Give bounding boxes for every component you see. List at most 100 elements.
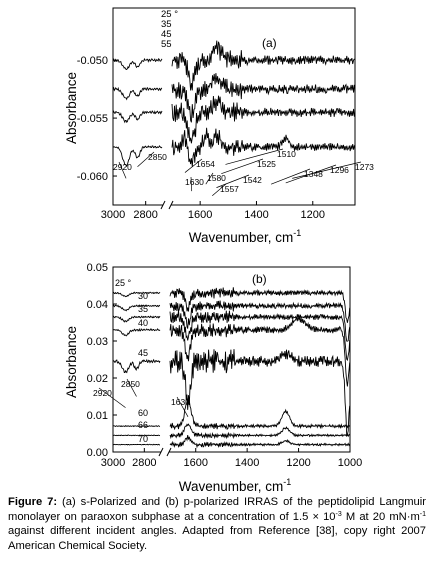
caption-exponent-2: -1 [419,510,427,518]
series-line-left [112,145,163,167]
x-tick-label: 1600 [188,209,212,221]
series-line-left [112,57,163,70]
peak-leader-line [292,161,362,179]
peak-label: 2920 [113,162,132,172]
series-line-left [112,315,161,323]
y-axis-label: Absorbance [64,72,79,144]
plot-frame [112,266,351,453]
series-label: 25 ° [115,278,132,288]
x-axis-label-exponent: -1 [283,477,291,487]
peak-leader-line [98,387,126,408]
x-tick-label: 1400 [244,209,268,221]
y-tick-label: 0.04 [87,299,108,311]
series-label: 45 [161,29,172,40]
peak-label: 1510 [277,149,296,159]
series-line-left [112,327,161,337]
x-tick-label: 1600 [183,457,207,469]
caption-mid: M at 20 mN·m [345,510,420,523]
series-label: 35 [138,304,148,314]
y-tick-label: -0.055 [77,113,108,125]
series-line-left [112,358,161,374]
peak-label: 1557 [220,184,239,194]
x-tick-label: 1000 [338,457,362,469]
peak-leader-line [176,396,189,418]
series-line-right [169,349,351,437]
axis-break-mark [160,200,166,210]
series-label: 60 [138,408,148,418]
y-tick-label: -0.060 [77,171,108,183]
caption-end: against different incident angles. Adapt… [8,525,426,552]
series-line-right [169,310,351,362]
chart-panel-b: 0.00 0.01 0.02 0.03 0.04 0.05 3000 2800 1600 1400… [64,262,362,494]
y-tick-label: 0.03 [87,336,108,348]
peak-label: 2850 [148,152,167,162]
series-line-right [169,435,351,449]
axis-break-mark [158,447,164,457]
series-line-right [169,287,351,323]
caption-exponent-1: -3 [335,510,342,518]
caption-label: Figure 7: [8,496,58,508]
panel-label: (a) [262,36,277,50]
series-line-left [113,434,161,437]
y-tick-label: 0.05 [87,262,108,274]
peak-leader-line [118,161,127,179]
axis-break-gap [163,201,171,209]
peak-leader-line [221,158,264,175]
series-line-right [169,316,351,387]
peak-leader-line [184,158,203,173]
series-label: 45 [138,348,148,358]
axis-break-mark [166,447,172,457]
x-tick-label: 1200 [286,457,310,469]
series-line-left [112,291,161,298]
peak-label: 1654 [196,159,215,169]
peak-label: 1296 [330,165,349,175]
axis-break-mark [168,200,174,210]
panel-label: (b) [252,272,267,286]
plot-frame [112,7,356,206]
axis-break-gap [161,448,169,456]
x-axis-label: Wavenumber, cm-1 [179,477,292,494]
peak-label: 1580 [207,173,226,183]
peak-label: 1630 [171,397,190,407]
peak-label: 1542 [243,175,262,185]
x-axis-label-exponent: -1 [293,228,301,238]
series-line-right [171,40,355,91]
peak-leader-line [205,172,214,185]
y-tick-label: -0.050 [77,55,108,67]
series-line-right [169,398,350,431]
series-label: 25 ° [161,9,178,20]
series-line-left [112,110,163,124]
series-line-right [169,300,351,342]
peak-leader-line [212,183,227,196]
series-label: 55 [161,39,172,50]
series-line-left [112,443,160,446]
peak-label: 2920 [93,388,112,398]
series-label: 35 [161,19,172,30]
peak-label: 2850 [121,379,140,389]
y-tick-label: 0.02 [87,373,108,385]
x-tick-label: 1200 [301,209,325,221]
peak-leader-line [190,176,193,192]
x-tick-label: 3000 [101,457,125,469]
peak-label: 1273 [355,162,374,172]
x-tick-label: 2800 [133,209,157,221]
series-line-left [112,86,163,101]
x-tick-label: 1400 [235,457,259,469]
peak-leader-line [126,378,137,397]
chart-panel-a: -0.050 -0.055 -0.060 3000 2800 1600 1400 1200 Wa… [64,7,374,245]
peak-label: 1630 [185,177,204,187]
peak-leader-line [137,151,155,168]
x-axis-label: Wavenumber, cm-1 [189,228,302,245]
y-tick-label: 0.01 [87,410,108,422]
y-axis-label: Absorbance [64,326,79,398]
peak-leader-line [225,148,284,165]
series-label: 30 [138,291,148,301]
peak-label: 1348 [304,169,323,179]
series-line-left [112,304,161,312]
series-line-right [171,73,355,123]
caption-text: (a) s-Polarized and (b) p-polarized IRRA… [8,496,426,523]
figure-caption: Figure 7: (a) s-Polarized and (b) p-pola… [8,495,426,553]
series-line-right [171,95,355,144]
y-tick-label: 0.00 [87,447,108,459]
